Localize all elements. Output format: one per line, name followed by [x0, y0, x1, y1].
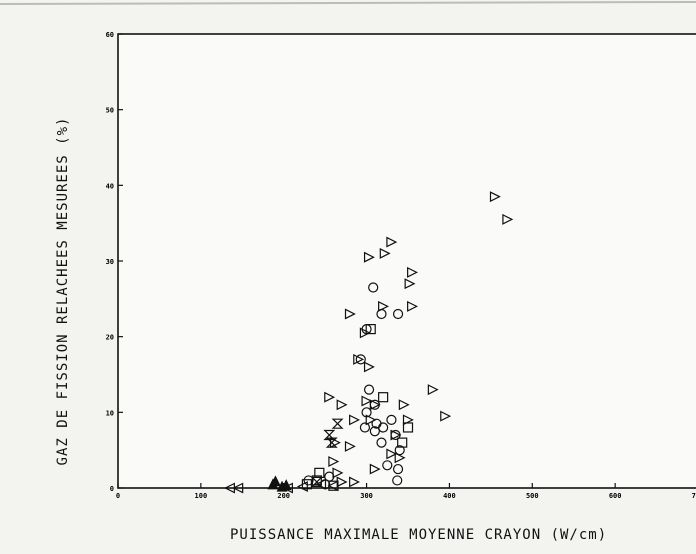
- point-circle: [361, 407, 372, 418]
- y-tick-label: 20: [106, 334, 114, 342]
- y-tick-label: 40: [106, 182, 114, 190]
- point-hourglass: [325, 437, 338, 448]
- point-triangle-right: [407, 266, 418, 278]
- x-tick-label: 0: [116, 492, 120, 500]
- point-triangle-right: [398, 399, 410, 411]
- plot-frame: [117, 33, 696, 489]
- point-triangle-right: [440, 410, 452, 422]
- y-tick-label: 10: [106, 409, 114, 417]
- point-triangle-right: [379, 247, 391, 259]
- point-hourglass: [331, 418, 344, 429]
- point-square: [397, 437, 408, 448]
- point-circle: [369, 426, 380, 437]
- point-triangle-right: [349, 476, 360, 488]
- axis-ticks: 0 100 200 300 400 500 600 700 0 10 20 30 40 50 60: [106, 31, 696, 500]
- point-triangle-right: [407, 300, 418, 312]
- point-triangle-right: [369, 463, 381, 475]
- point-triangle-right: [365, 414, 377, 426]
- x-tick-label: 200: [277, 492, 290, 500]
- point-triangle-filled: [269, 475, 281, 487]
- point-square: [328, 480, 339, 491]
- point-triangle-right: [363, 251, 375, 263]
- point-square: [311, 475, 322, 486]
- point-circle: [355, 354, 366, 365]
- point-square: [365, 324, 376, 335]
- point-triangle-right: [363, 361, 375, 373]
- point-triangle-right: [329, 437, 341, 449]
- point-square: [378, 392, 389, 403]
- y-tick-label: 60: [106, 31, 114, 39]
- point-circle: [376, 308, 387, 320]
- point-triangle-right: [349, 414, 360, 426]
- point-circle: [359, 422, 371, 433]
- point-triangle-right: [344, 440, 356, 452]
- point-circle: [376, 437, 387, 448]
- point-triangle-right: [402, 414, 414, 426]
- plot-area: [117, 33, 696, 489]
- point-circle: [394, 445, 405, 456]
- point-hourglass: [323, 429, 336, 441]
- point-triangle-right: [386, 236, 398, 248]
- x-axis-label: PUISSANCE MAXIMALE MOYENNE CRAYON (W/cm): [230, 527, 608, 543]
- point-square: [402, 422, 414, 433]
- point-triangle-left: [232, 482, 244, 494]
- y-tick-label: 30: [106, 258, 114, 266]
- point-circle: [368, 282, 379, 293]
- y-tick-label: 0: [110, 485, 114, 493]
- x-tick-label: 700: [692, 492, 696, 500]
- point-triangle-right: [324, 391, 336, 403]
- point-triangle-right: [394, 452, 406, 464]
- point-triangle-right: [361, 395, 373, 407]
- point-square: [301, 479, 313, 490]
- x-tick-label: 400: [443, 492, 456, 500]
- point-circle: [392, 475, 403, 486]
- y-tick-label: 50: [106, 107, 114, 115]
- point-triangle-filled: [276, 480, 288, 492]
- point-circle: [363, 384, 375, 395]
- x-tick-label: 300: [360, 492, 373, 500]
- data-points: [224, 191, 514, 494]
- point-triangle-right: [386, 448, 398, 460]
- point-circle: [371, 418, 382, 429]
- x-tick-label: 600: [609, 492, 622, 500]
- point-triangle-right: [353, 353, 365, 365]
- y-axis-label: GAZ DE FISSION RELACHEES MESUREES (%): [55, 116, 71, 466]
- point-triangle-right: [427, 384, 439, 396]
- point-circle: [390, 429, 401, 441]
- x-tick-label: 100: [195, 492, 208, 500]
- point-circle: [386, 414, 397, 425]
- point-circle: [320, 479, 331, 490]
- point-triangle-right: [404, 278, 416, 290]
- point-circle: [382, 460, 393, 471]
- point-circle: [392, 463, 404, 475]
- point-triangle-right: [336, 399, 348, 411]
- point-triangle-right: [489, 191, 501, 203]
- x-tick-label: 500: [526, 492, 539, 500]
- point-triangle-right: [359, 327, 371, 339]
- point-triangle-right: [502, 213, 514, 225]
- point-triangle-right: [378, 300, 389, 312]
- point-circle: [369, 399, 380, 410]
- point-triangle-right: [332, 467, 344, 479]
- point-triangle-right: [328, 456, 340, 467]
- point-circle: [303, 475, 314, 486]
- point-circle: [392, 308, 404, 320]
- point-triangle-right: [344, 308, 356, 320]
- point-hourglass: [310, 476, 323, 488]
